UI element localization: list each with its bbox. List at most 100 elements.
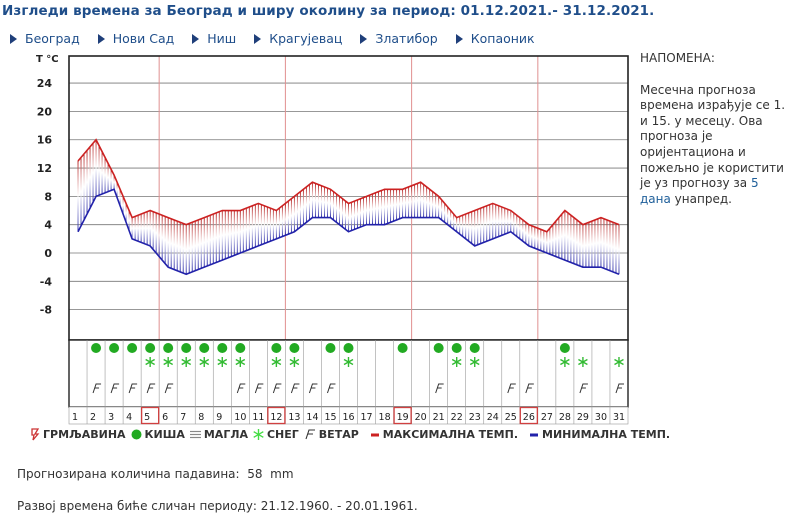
svg-text:24: 24: [37, 77, 53, 90]
svg-text:25: 25: [505, 412, 517, 423]
snowflake-icon: [253, 429, 264, 440]
legend-label: ГРМЉАВИНА: [43, 428, 126, 441]
city-nav: Београд Нови Сад Ниш Крагујевац Златибор…: [10, 31, 553, 46]
svg-text:8: 8: [198, 412, 204, 423]
thunder-icon: [31, 428, 40, 441]
legend-snow: СНЕГ: [253, 428, 299, 441]
nav-link-label: Крагујевац: [269, 31, 343, 46]
svg-text:19: 19: [397, 412, 409, 423]
svg-text:20: 20: [415, 412, 427, 423]
nav-link-label: Београд: [25, 31, 80, 46]
svg-text:12: 12: [37, 162, 52, 175]
rain-dot-icon: [131, 429, 142, 440]
svg-text:16: 16: [342, 412, 354, 423]
svg-text:11: 11: [252, 412, 264, 423]
svg-text:29: 29: [577, 412, 589, 423]
legend-label: КИША: [144, 428, 185, 441]
svg-text:22: 22: [451, 412, 463, 423]
arrow-right-icon: [10, 33, 17, 44]
note-panel: НАПОМЕНА: Месечна прогноза времена израђ…: [640, 51, 790, 207]
note-body: Месечна прогноза времена израђује се 1. …: [640, 82, 786, 191]
svg-text:24: 24: [487, 412, 499, 423]
legend-thunder: ГРМЉАВИНА: [30, 428, 126, 441]
nav-link-beograd[interactable]: Београд: [10, 31, 80, 46]
svg-text:4: 4: [44, 219, 52, 232]
svg-text:16: 16: [37, 134, 53, 147]
day-axis: 1 2 3 4 5 6 7 8 9 10 11 12 13 14 15 16 17 18 19 20 21 22 23 24 2…: [68, 406, 629, 425]
chart-legend: ГРМЉАВИНА КИША МАГЛА СНЕГ ВЕТАР МАКСИМАЛ…: [30, 428, 675, 441]
plot-area: [68, 55, 629, 341]
page-title: Изгледи времена за Београд и ширу околин…: [2, 3, 655, 19]
svg-text:7: 7: [180, 412, 186, 423]
precipitation-info: Прогнозирана количина падавина: 58 mm: [17, 467, 294, 481]
svg-text:-8: -8: [40, 304, 52, 317]
svg-text:T °C: T °C: [36, 54, 59, 65]
legend-label: МАКСИМАЛНА ТЕМП.: [382, 428, 519, 441]
svg-text:15: 15: [324, 412, 336, 423]
legend-min-temp: МИНИМАЛНА ТЕМП.: [529, 428, 670, 441]
svg-text:3: 3: [108, 412, 114, 423]
arrow-right-icon: [254, 33, 262, 44]
precip-value: 58: [247, 467, 263, 481]
note-text: Месечна прогноза времена израђује се 1. …: [640, 83, 790, 208]
svg-text:8: 8: [44, 190, 52, 203]
nav-link-novi-sad[interactable]: Нови Сад: [97, 31, 175, 46]
nav-link-nis[interactable]: Ниш: [192, 31, 236, 46]
svg-text:14: 14: [306, 412, 318, 423]
svg-text:20: 20: [37, 105, 53, 118]
svg-text:21: 21: [433, 412, 445, 423]
arrow-right-icon: [97, 33, 105, 44]
svg-text:13: 13: [288, 412, 300, 423]
arrow-right-icon: [360, 33, 368, 44]
nav-link-label: Нови Сад: [112, 31, 175, 46]
legend-wind: ВЕТАР: [304, 428, 359, 441]
note-body-end: унапред.: [670, 191, 732, 206]
svg-text:18: 18: [379, 412, 391, 423]
y-axis-labels: T °C 24 20 16 12 8 4 0 -4 -8: [36, 54, 59, 317]
legend-label: МАГЛА: [203, 428, 248, 441]
svg-text:4: 4: [126, 412, 132, 423]
svg-text:1: 1: [72, 412, 78, 423]
svg-text:0: 0: [44, 247, 52, 260]
wind-flag-icon: [305, 429, 315, 440]
svg-text:27: 27: [541, 412, 553, 423]
note-heading: НАПОМЕНА:: [640, 51, 715, 65]
nav-link-label: Копаоник: [470, 31, 535, 46]
legend-fog: МАГЛА: [189, 428, 248, 441]
svg-text:17: 17: [361, 412, 373, 423]
svg-text:5: 5: [144, 412, 150, 423]
arrow-right-icon: [192, 33, 200, 44]
legend-label: МИНИМАЛНА ТЕМП.: [542, 428, 671, 441]
svg-text:6: 6: [162, 412, 168, 423]
precip-unit: mm: [270, 467, 294, 481]
svg-text:31: 31: [613, 412, 625, 423]
legend-max-temp: МАКСИМАЛНА ТЕМП.: [370, 428, 518, 441]
svg-text:12: 12: [270, 412, 282, 423]
max-temp-swatch-icon: [370, 433, 379, 436]
similar-label: Развој времена биће сличан периоду:: [17, 499, 257, 513]
similar-period: 21.12.1960. - 20.01.1961.: [260, 499, 418, 513]
svg-text:9: 9: [216, 412, 222, 423]
precip-label: Прогнозирана количина падавина:: [17, 467, 240, 481]
svg-text:2: 2: [90, 412, 96, 423]
svg-text:28: 28: [559, 412, 571, 423]
svg-text:-4: -4: [40, 275, 53, 288]
nav-link-kopaonik[interactable]: Копаоник: [455, 31, 535, 46]
legend-rain: КИША: [131, 428, 185, 441]
similar-period-info: Развој времена биће сличан периоду: 21.1…: [17, 499, 418, 513]
nav-link-kragujevac[interactable]: Крагујевац: [254, 31, 342, 46]
five-day-forecast-link[interactable]: 5 дана: [640, 176, 759, 206]
nav-link-zlatibor[interactable]: Златибор: [360, 31, 438, 46]
legend-label: ВЕТАР: [318, 428, 359, 441]
nav-link-label: Златибор: [375, 31, 438, 46]
svg-text:10: 10: [234, 412, 246, 423]
svg-text:23: 23: [469, 412, 481, 423]
fog-icon: [189, 430, 201, 439]
legend-label: СНЕГ: [266, 428, 299, 441]
arrow-right-icon: [455, 33, 463, 44]
svg-text:30: 30: [595, 412, 607, 423]
min-temp-swatch-icon: [530, 433, 539, 436]
nav-link-label: Ниш: [207, 31, 237, 46]
svg-text:26: 26: [523, 412, 535, 423]
